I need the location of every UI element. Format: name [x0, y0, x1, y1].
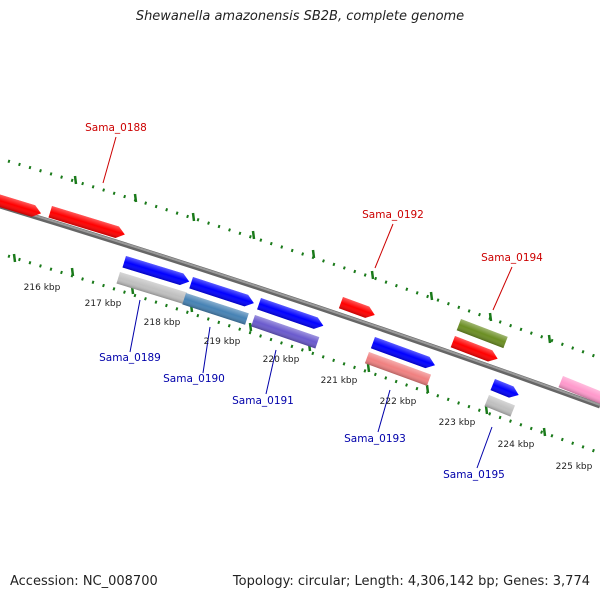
scale-label: 221 kbp: [321, 376, 358, 386]
gene-sama-0194[interactable]: [450, 336, 500, 364]
gene-label: Sama_0189: [99, 352, 161, 364]
label-leader-line: [492, 266, 513, 311]
gene-sama-0193[interactable]: [364, 352, 432, 386]
major-tick: [70, 267, 75, 277]
gene-feature[interactable]: [189, 277, 255, 309]
major-tick: [370, 270, 375, 280]
major-tick: [542, 427, 547, 437]
label-leader-line: [476, 426, 493, 469]
gene-feature[interactable]: [490, 379, 521, 401]
gene-feature[interactable]: [122, 256, 191, 287]
label-leader-line: [374, 223, 394, 269]
genome-summary: Topology: circular; Length: 4,306,142 bp…: [232, 574, 590, 589]
forward-tick-track: [7, 159, 600, 360]
major-tick: [425, 384, 430, 394]
gene-feature[interactable]: [558, 376, 600, 404]
gene-label: Sama_0193: [344, 433, 406, 445]
gene-feature[interactable]: [370, 337, 437, 371]
scale-label: 222 kbp: [380, 397, 417, 407]
gene-feature[interactable]: [0, 193, 43, 219]
gene-label: Sama_0190: [163, 373, 225, 385]
label-leader-line: [102, 136, 117, 184]
major-tick: [484, 405, 489, 415]
gene-label: Sama_0194: [481, 252, 543, 264]
major-tick: [251, 230, 256, 240]
gene-sama-0195[interactable]: [484, 395, 515, 417]
major-tick: [366, 363, 371, 373]
scale-label: 220 kbp: [263, 355, 300, 365]
accession-label: Accession: NC_008700: [10, 574, 158, 589]
label-leader-line: [265, 349, 277, 395]
scale-label: 223 kbp: [439, 418, 476, 428]
gene-sama-0191[interactable]: [251, 315, 320, 349]
scale-label: 218 kbp: [144, 318, 181, 328]
scale-label: 225 kbp: [556, 462, 593, 472]
scale-label: 217 kbp: [85, 299, 122, 309]
scale-label: 216 kbp: [24, 283, 61, 293]
gene-label: Sama_0195: [443, 469, 505, 481]
label-leader-line: [129, 299, 141, 353]
gene-sama-0192[interactable]: [338, 297, 377, 321]
map-title: Shewanella amazonensis SB2B, complete ge…: [135, 9, 465, 24]
major-tick: [488, 312, 493, 322]
gene-sama-0190[interactable]: [182, 293, 249, 325]
reverse-tick-track: [7, 254, 600, 455]
gene-sama-0189[interactable]: [116, 272, 187, 304]
genome-backbone-highlight: [0, 204, 600, 406]
gene-label: Sama_0188: [85, 122, 147, 134]
gene-labels: Sama_0188Sama_0192Sama_0194Sama_0189Sama…: [85, 122, 543, 481]
gene-feature[interactable]: [456, 319, 508, 349]
major-tick: [311, 249, 316, 259]
gene-features: [0, 193, 600, 417]
label-leader-line: [377, 389, 391, 433]
gene-label: Sama_0191: [232, 395, 294, 407]
major-tick: [248, 322, 253, 332]
major-tick: [191, 212, 196, 222]
gene-label: Sama_0192: [362, 209, 424, 221]
gene-label-leaders: [102, 136, 513, 469]
major-tick: [547, 334, 552, 344]
major-tick: [429, 291, 434, 301]
major-tick: [133, 193, 138, 203]
label-leader-line: [202, 326, 211, 374]
gene-sama-0188[interactable]: [48, 206, 126, 240]
major-tick: [12, 253, 17, 263]
scale-label: 224 kbp: [498, 440, 535, 450]
major-ticks: [12, 175, 552, 437]
scale-labels: 216 kbp 217 kbp 218 kbp 219 kbp 220 kbp 221 k…: [24, 283, 593, 472]
gene-feature[interactable]: [257, 298, 325, 331]
major-tick: [73, 175, 78, 185]
scale-label: 219 kbp: [204, 337, 241, 347]
